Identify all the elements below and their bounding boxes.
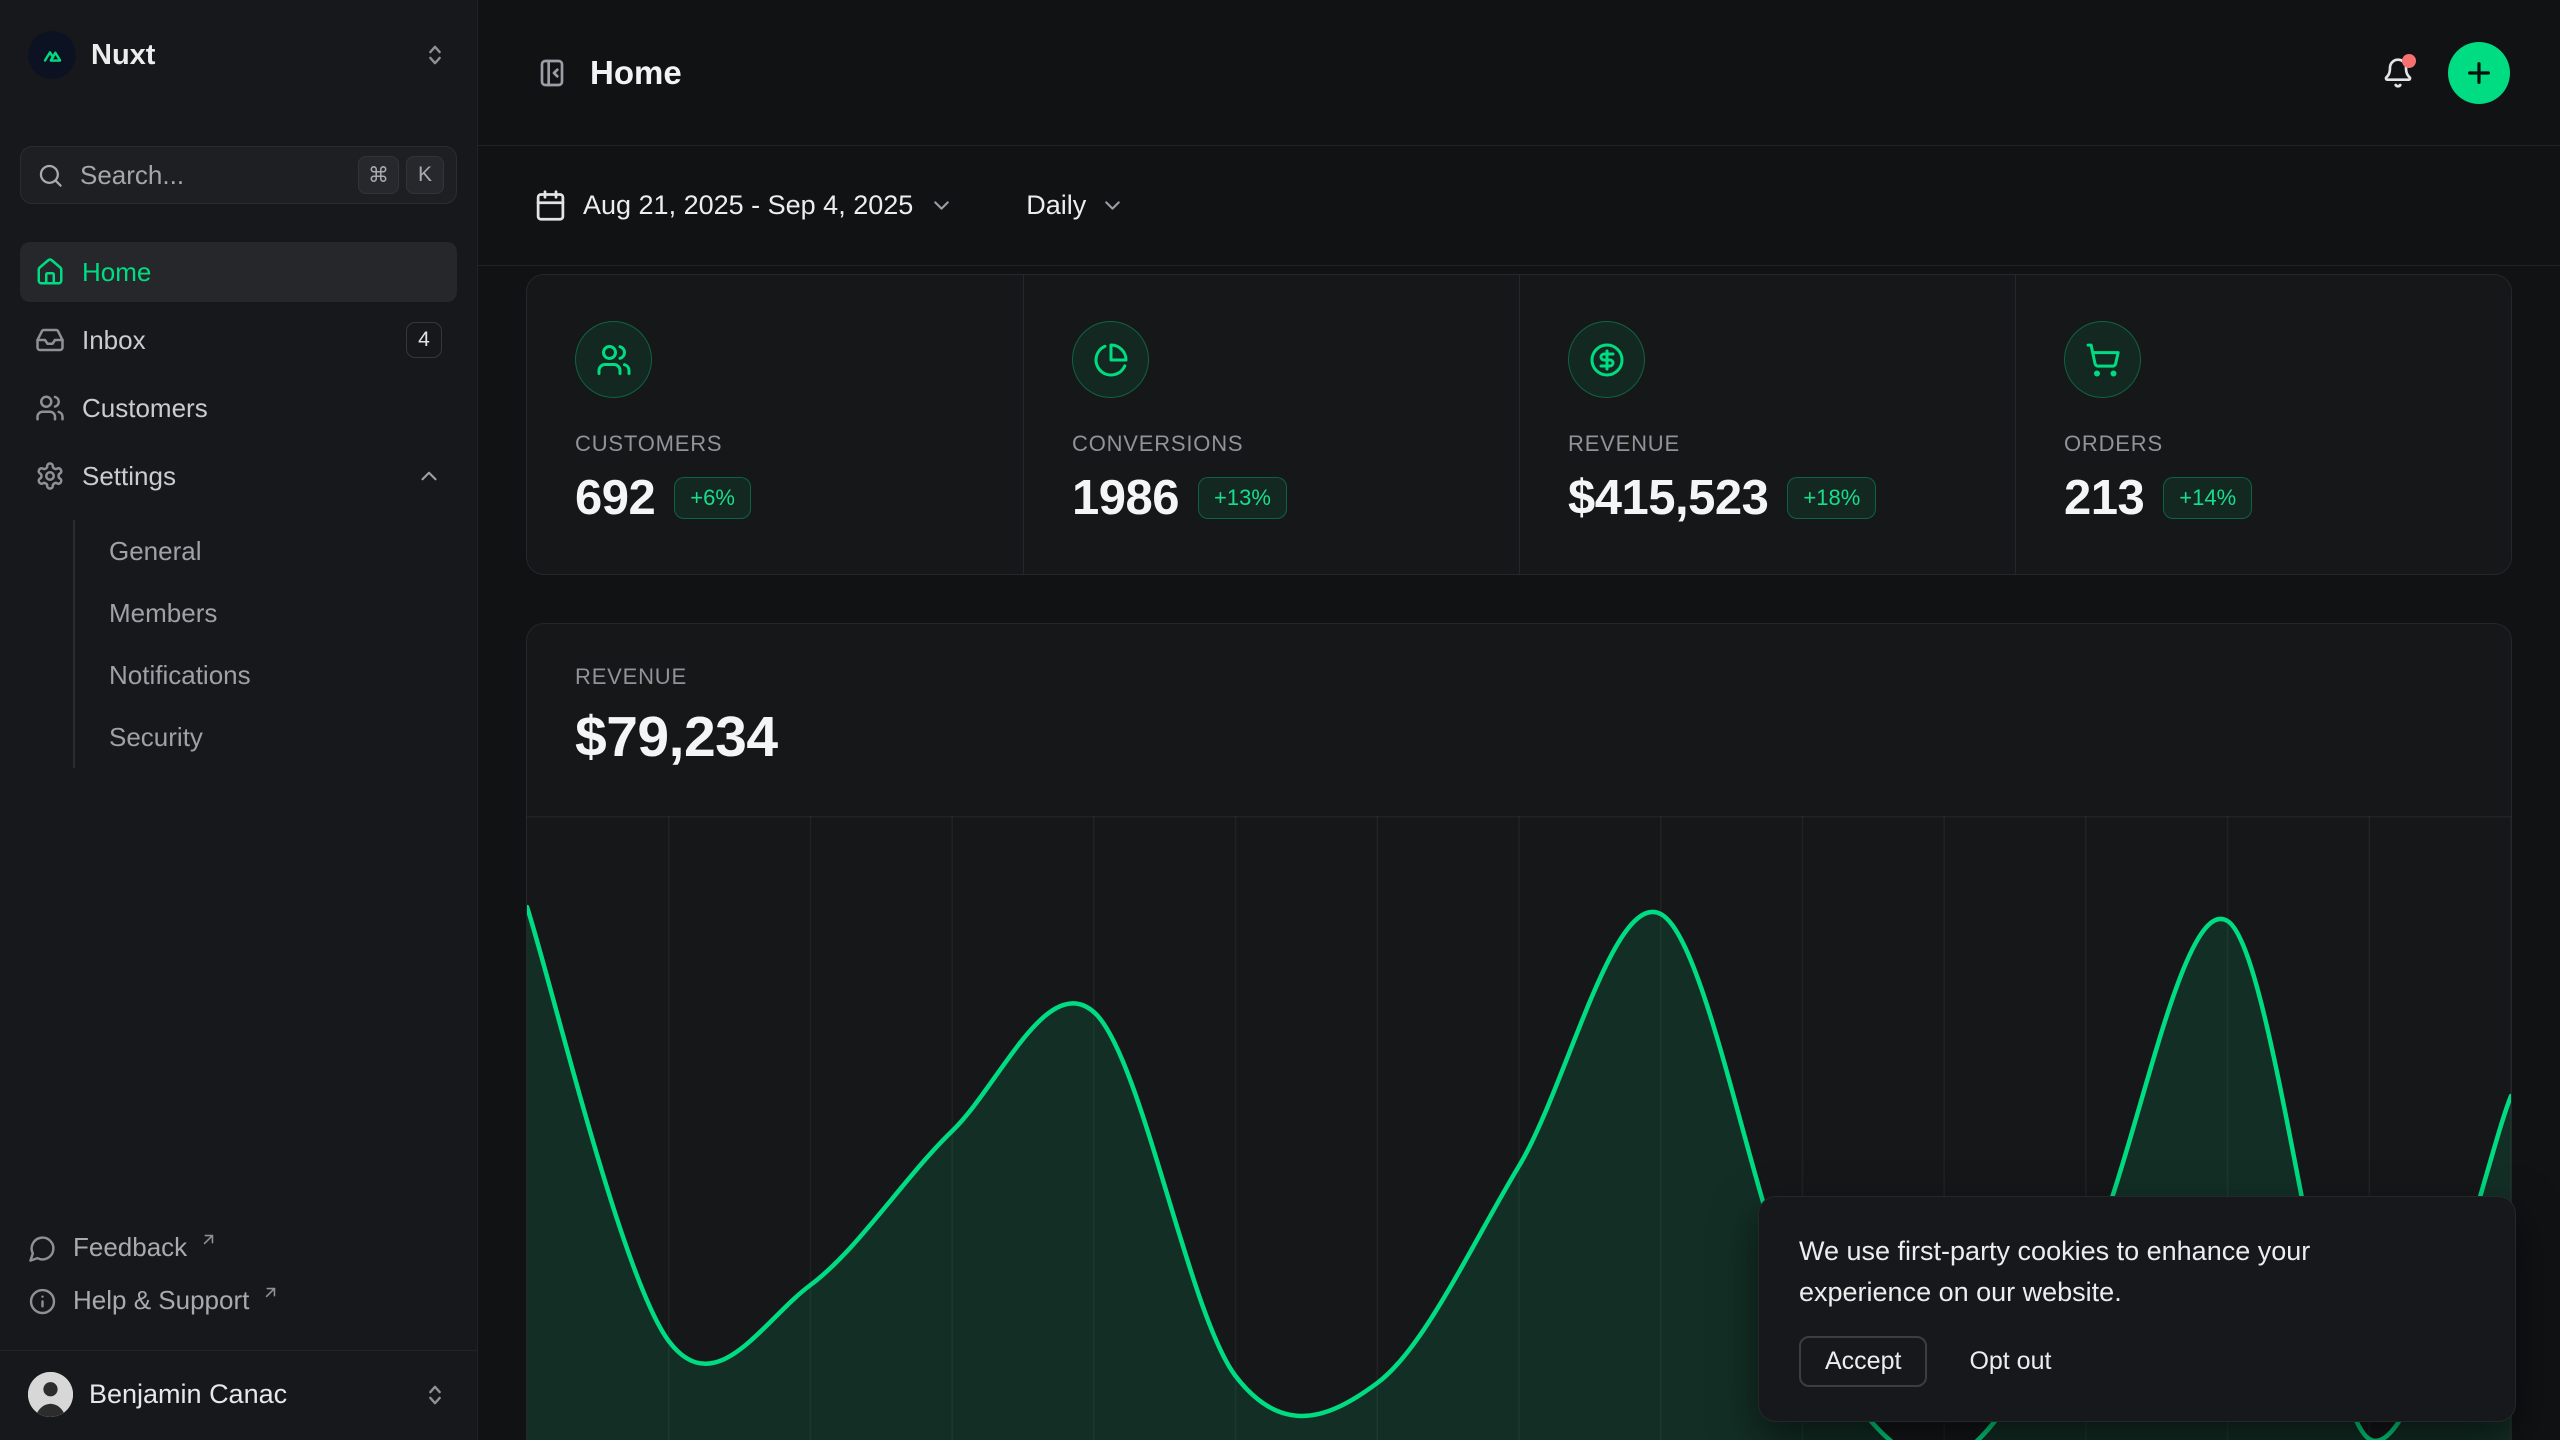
stat-orders[interactable]: ORDERS 213 +14% — [2015, 275, 2511, 574]
plus-icon — [2468, 61, 2490, 84]
stat-customers[interactable]: CUSTOMERS 692 +6% — [527, 275, 1023, 574]
date-range-picker[interactable]: Aug 21, 2025 - Sep 4, 2025 — [528, 179, 960, 232]
sidebar-item-security[interactable]: Security — [109, 721, 203, 752]
dollar-circle-icon — [1568, 321, 1645, 398]
avatar — [28, 1372, 73, 1417]
team-switcher[interactable]: Nuxt — [20, 26, 457, 84]
search-icon — [39, 164, 62, 187]
collapse-sidebar-button[interactable] — [528, 49, 576, 97]
stat-label: CONVERSIONS — [1072, 431, 1244, 456]
sidebar-item-home[interactable]: Home — [20, 242, 457, 302]
cookie-banner: We use first-party cookies to enhance yo… — [1758, 1196, 2516, 1422]
stat-value: 692 — [575, 471, 656, 525]
help-support-link[interactable]: Help & Support — [20, 1279, 457, 1322]
inbox-count-badge: 4 — [406, 322, 442, 358]
stat-label: REVENUE — [1568, 431, 1680, 456]
sidebar-footer-links: Feedback Help & Support — [20, 1226, 457, 1350]
sidebar-item-label: Customers — [82, 392, 208, 423]
users-icon — [35, 393, 65, 423]
team-name: Nuxt — [91, 38, 156, 71]
stat-value: $415,523 — [1568, 471, 1769, 525]
granularity-select[interactable]: Daily — [1020, 180, 1131, 231]
stat-label: CUSTOMERS — [575, 431, 723, 456]
stat-conversions[interactable]: CONVERSIONS 1986 +13% — [1023, 275, 1519, 574]
stat-delta-badge: +18% — [1787, 477, 1877, 519]
date-range-value: Aug 21, 2025 - Sep 4, 2025 — [583, 190, 914, 220]
search-placeholder: Search... — [80, 159, 185, 190]
user-section: Benjamin Canac — [0, 1350, 477, 1440]
sidebar-item-label: Inbox — [82, 324, 146, 355]
notifications-button[interactable] — [2374, 49, 2422, 97]
page-title: Home — [590, 53, 682, 91]
search-kbd-hints: ⌘ K — [358, 156, 444, 194]
dashboard-content: CUSTOMERS 692 +6% CONVERSIONS 1986 — [478, 266, 2560, 1440]
chevron-down-icon — [1100, 193, 1125, 218]
kbd-k: K — [406, 156, 444, 194]
topbar-actions — [2374, 41, 2510, 104]
sidebar: Nuxt Search... ⌘ K — [0, 0, 478, 1440]
stats-card: CUSTOMERS 692 +6% CONVERSIONS 1986 — [526, 274, 2512, 575]
sidebar-item-label: Home — [82, 256, 152, 287]
shopping-cart-icon — [2064, 321, 2141, 398]
revenue-chart-header: REVENUE $79,234 — [527, 664, 2511, 770]
chevron-up-icon — [416, 463, 442, 489]
chevron-down-icon — [929, 193, 954, 218]
revenue-chart-card: REVENUE $79,234 — [526, 623, 2512, 1440]
message-circle-icon — [28, 1234, 57, 1263]
add-button[interactable] — [2448, 41, 2510, 104]
cookie-actions: Accept Opt out — [1799, 1336, 2475, 1387]
settings-subnav: General Members Notifications Security — [73, 520, 457, 768]
revenue-line-chart[interactable] — [527, 816, 2511, 1440]
filter-bar: Aug 21, 2025 - Sep 4, 2025 Daily — [478, 146, 2560, 266]
granularity-value: Daily — [1026, 190, 1087, 220]
panel-left-close-icon — [540, 59, 564, 86]
sidebar-item-settings[interactable]: Settings — [20, 446, 457, 506]
sidebar-item-general[interactable]: General — [109, 535, 202, 566]
users-icon — [575, 321, 652, 398]
stat-label: ORDERS — [2064, 431, 2163, 456]
info-circle-icon — [28, 1287, 57, 1316]
sidebar-item-members[interactable]: Members — [109, 597, 218, 628]
external-link-icon — [261, 1283, 280, 1302]
revenue-chart-label: REVENUE — [575, 664, 687, 689]
user-menu[interactable]: Benjamin Canac — [20, 1366, 457, 1423]
revenue-chart-value: $79,234 — [575, 705, 778, 769]
gear-icon — [35, 461, 65, 491]
kbd-cmd: ⌘ — [358, 156, 399, 194]
chevrons-up-down-icon — [421, 1381, 449, 1409]
feedback-label: Feedback — [73, 1232, 188, 1262]
sidebar-item-notifications[interactable]: Notifications — [109, 659, 251, 690]
inbox-icon — [35, 325, 65, 355]
cookie-message: We use first-party cookies to enhance yo… — [1799, 1236, 2311, 1307]
sidebar-nav: Home Inbox 4 C — [20, 242, 457, 768]
stat-revenue[interactable]: REVENUE $415,523 +18% — [1519, 275, 2015, 574]
help-support-label: Help & Support — [73, 1285, 250, 1315]
feedback-link[interactable]: Feedback — [20, 1226, 457, 1269]
external-link-icon — [199, 1230, 218, 1249]
stat-delta-badge: +6% — [674, 477, 751, 519]
stat-delta-badge: +14% — [2163, 477, 2253, 519]
sidebar-item-customers[interactable]: Customers — [20, 378, 457, 438]
calendar-icon — [536, 190, 565, 221]
topbar: Home — [478, 0, 2560, 146]
chevrons-up-down-icon — [421, 41, 449, 69]
optout-cookies-button[interactable]: Opt out — [1969, 1347, 2052, 1375]
accept-cookies-button[interactable]: Accept — [1799, 1336, 1928, 1387]
sidebar-spacer — [20, 768, 457, 1226]
user-name: Benjamin Canac — [89, 1379, 288, 1409]
sidebar-item-inbox[interactable]: Inbox 4 — [20, 310, 457, 370]
stat-value: 1986 — [1072, 471, 1180, 525]
nuxt-logo-icon — [28, 31, 76, 79]
sidebar-item-label: Settings — [82, 460, 176, 491]
stat-value: 213 — [2064, 471, 2145, 525]
notification-dot — [2402, 53, 2416, 68]
search-input[interactable]: Search... ⌘ K — [20, 146, 457, 204]
pie-chart-icon — [1072, 321, 1149, 398]
stat-delta-badge: +13% — [1198, 477, 1287, 519]
house-icon — [35, 257, 65, 287]
